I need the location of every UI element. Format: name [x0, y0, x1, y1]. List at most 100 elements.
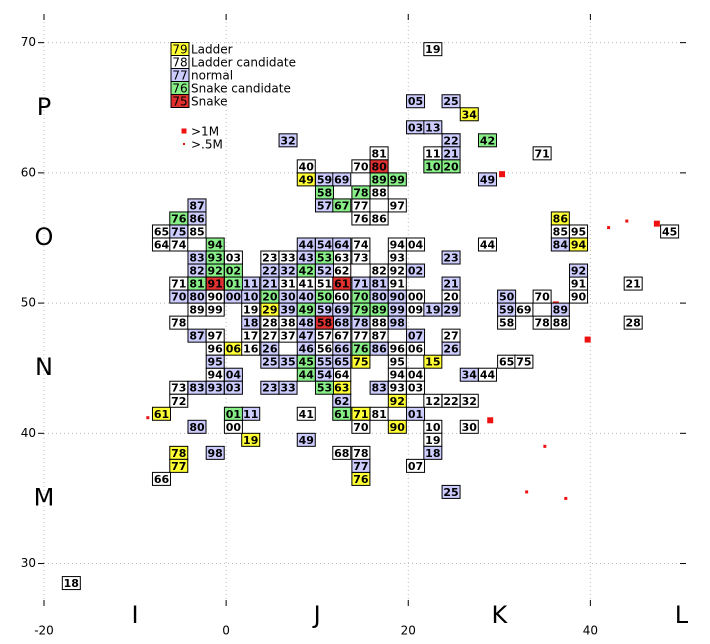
- grid-cell: 10: [423, 419, 443, 434]
- cell-box: [459, 393, 479, 408]
- cell-label: 35: [280, 356, 295, 369]
- grid-cell: 10: [241, 289, 261, 304]
- grid-cell: 75: [514, 354, 534, 369]
- grid-cell: 63: [332, 250, 352, 265]
- grid-cell: 05: [406, 94, 426, 109]
- grid-cell: 19: [423, 42, 443, 57]
- cell-box: [387, 172, 407, 187]
- grid-cell: 30: [278, 289, 298, 304]
- y-tick-label: 60: [21, 165, 36, 179]
- cell-label: 85: [553, 225, 568, 238]
- cell-label: 78: [534, 317, 549, 330]
- cell-label: 50: [499, 291, 515, 304]
- cell-label: 34: [462, 108, 478, 121]
- grid-cell: 46: [296, 341, 316, 356]
- grid-cell: 78: [169, 315, 189, 330]
- cell-label: 23: [262, 382, 277, 395]
- cell-label: 53: [317, 382, 332, 395]
- cell-label: 59: [317, 173, 332, 186]
- grid-cell: 88: [369, 315, 389, 330]
- cell-label: 81: [371, 408, 386, 421]
- grid-cell: 49: [296, 432, 316, 447]
- grid-cell: 40: [296, 289, 316, 304]
- cell-label: 21: [626, 278, 641, 291]
- cell-label: 55: [317, 356, 332, 369]
- cell-label: 86: [553, 212, 569, 225]
- cell-label: 91: [208, 278, 223, 291]
- grid-cell: 71: [532, 146, 552, 161]
- grid-cell: 13: [423, 120, 443, 135]
- grid-cell: 91: [387, 276, 407, 291]
- grid-cell: 12: [423, 393, 443, 408]
- grid-cell: 20: [441, 159, 461, 174]
- grid-cell: 92: [387, 263, 407, 278]
- grid-cell: 78: [351, 445, 371, 460]
- cell-box: [314, 250, 334, 265]
- city-marker: [584, 336, 591, 343]
- grid-cell: 00: [406, 289, 426, 304]
- legend-label: Ladder: [191, 43, 233, 57]
- cell-label: 53: [317, 252, 332, 265]
- cell-label: 10: [425, 421, 441, 434]
- cell-label: 10: [425, 160, 441, 173]
- cell-label: 81: [371, 147, 386, 160]
- cell-label: 37: [280, 330, 295, 343]
- grid-cell: 89: [550, 302, 570, 317]
- cell-label: 26: [262, 343, 278, 356]
- grid-cell: 21: [623, 276, 643, 291]
- grid-cell: 68: [332, 315, 352, 330]
- cell-box: [569, 224, 589, 239]
- cell-label: 61: [334, 278, 349, 291]
- grid-cell: 51: [314, 276, 334, 291]
- cell-label: 03: [408, 382, 423, 395]
- cell-label: 49: [299, 434, 314, 447]
- x-tick-label: -20: [34, 624, 54, 638]
- cell-box: [314, 315, 334, 330]
- cell-label: 89: [371, 173, 386, 186]
- grid-cell: 99: [387, 172, 407, 187]
- grid-cell: 21: [441, 276, 461, 291]
- lon-zone-label: I: [132, 601, 139, 629]
- grid-cell: 53: [314, 250, 334, 265]
- cell-label: 91: [571, 278, 586, 291]
- lat-zone-label: N: [35, 353, 53, 381]
- grid-cell: 85: [187, 224, 207, 239]
- grid-cell: 27: [441, 328, 461, 343]
- cell-label: 88: [553, 317, 568, 330]
- grid-cell: 56: [314, 341, 334, 356]
- grid-cell: 69: [514, 302, 534, 317]
- cell-label: 97: [208, 330, 223, 343]
- y-tick-label: 50: [21, 296, 36, 310]
- cell-label: 75: [516, 356, 531, 369]
- grid-cell: 81: [369, 406, 389, 421]
- cell-label: 77: [171, 460, 186, 473]
- cell-label: 44: [299, 238, 315, 251]
- cell-box: [406, 237, 426, 252]
- grid-cell: 00: [223, 419, 243, 434]
- cell-label: 98: [390, 317, 405, 330]
- grid-cell: 67: [332, 198, 352, 213]
- cell-label: 49: [299, 304, 314, 317]
- cell-box: [569, 289, 589, 304]
- cell-label: 61: [334, 408, 349, 421]
- grid-cell: 86: [369, 341, 389, 356]
- grid-cell: 76: [169, 211, 189, 226]
- cell-label: 87: [189, 199, 204, 212]
- cell-label: 33: [280, 252, 295, 265]
- cell-label: 99: [390, 173, 405, 186]
- grid-cell: 20: [441, 289, 461, 304]
- cell-label: 92: [571, 265, 586, 278]
- grid-cell: 94: [205, 367, 225, 382]
- cell-label: 75: [171, 225, 186, 238]
- cell-label: 40: [299, 160, 315, 173]
- cell-label: 73: [171, 382, 186, 395]
- grid-cell: 29: [260, 302, 280, 317]
- cell-label: 90: [390, 291, 406, 304]
- grid-cell: 66: [151, 471, 171, 486]
- grid-cell: 98: [387, 315, 407, 330]
- cell-box: [241, 341, 261, 356]
- grid-cell: 81: [369, 276, 389, 291]
- cell-box: [332, 406, 352, 421]
- grid-cell: 83: [369, 380, 389, 395]
- cell-box: [406, 406, 426, 421]
